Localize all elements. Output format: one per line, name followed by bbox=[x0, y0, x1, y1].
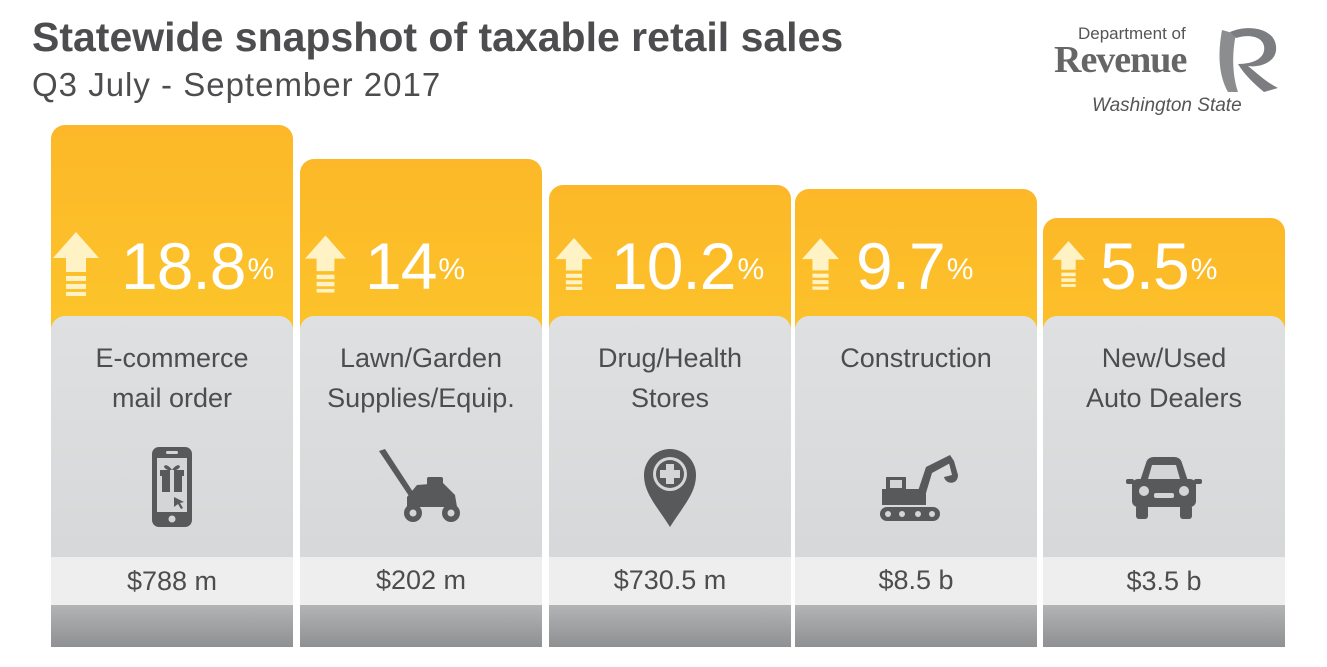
card-footer bbox=[51, 605, 293, 647]
growth-value: 18.8 bbox=[121, 229, 246, 303]
logo-line3: Washington State bbox=[1092, 95, 1242, 116]
category-label-line: Auto Dealers bbox=[1085, 383, 1243, 413]
page-subtitle: Q3 July - September 2017 bbox=[32, 66, 442, 103]
dor-swoosh-icon bbox=[1219, 28, 1278, 92]
category-label-line: Supplies/Equip. bbox=[327, 382, 515, 413]
category-card: $8.5 b Construction 9.7% bbox=[795, 188, 1037, 647]
category-card: $3.5 b New/Used Auto Dealers 5.5% bbox=[1043, 218, 1285, 647]
health-pin-icon bbox=[620, 445, 720, 530]
smartphone-gift-icon bbox=[122, 445, 222, 530]
card-footer bbox=[795, 604, 1037, 647]
up-arrow-icon bbox=[801, 238, 839, 290]
card-footer bbox=[1043, 605, 1285, 647]
card-footer bbox=[549, 604, 791, 647]
category-label-line: Stores bbox=[630, 382, 710, 413]
category-label: E-commerce mail order bbox=[51, 338, 293, 418]
category-label: Lawn/Garden Supplies/Equip. bbox=[300, 338, 542, 418]
up-arrow-icon bbox=[304, 235, 346, 293]
growth-value: 14 bbox=[365, 228, 437, 303]
category-label: Drug/Health Stores bbox=[549, 338, 791, 418]
sales-amount: $3.5 b bbox=[1043, 557, 1285, 605]
page-title: Statewide snapshot of taxable retail sal… bbox=[32, 14, 844, 60]
sales-amount: $730.5 m bbox=[549, 556, 791, 605]
category-label-line: E-commerce bbox=[95, 343, 249, 373]
percent-unit: % bbox=[438, 252, 466, 286]
card-footer bbox=[300, 604, 542, 647]
car-icon bbox=[1114, 445, 1214, 530]
lawn-mower-icon bbox=[371, 445, 471, 530]
category-card: $730.5 m Drug/Health Stores 10.2% bbox=[549, 185, 791, 647]
category-card: $788 m E-commerce mail order 18.8% bbox=[51, 125, 293, 647]
category-label-line: Lawn/Garden bbox=[339, 342, 503, 373]
percent-unit: % bbox=[946, 252, 974, 286]
excavator-icon bbox=[866, 445, 966, 530]
up-arrow-icon bbox=[53, 232, 99, 296]
sales-amount: $8.5 b bbox=[795, 556, 1037, 605]
dor-logo: Department of Revenue Washington State bbox=[1050, 22, 1290, 122]
category-label: Construction bbox=[795, 338, 1037, 378]
growth-percent: 18.8% bbox=[121, 228, 274, 304]
logo-line1: Department of bbox=[1078, 24, 1186, 43]
up-arrow-icon bbox=[555, 237, 593, 290]
category-label-line: Construction bbox=[840, 342, 992, 373]
growth-value: 10.2 bbox=[611, 228, 736, 303]
growth-percent: 14% bbox=[365, 228, 465, 304]
up-arrow-icon bbox=[1051, 241, 1085, 287]
logo-line2: Revenue bbox=[1054, 39, 1187, 81]
category-label: New/Used Auto Dealers bbox=[1043, 338, 1285, 418]
sales-amount: $202 m bbox=[300, 556, 542, 605]
percent-unit: % bbox=[1190, 253, 1218, 286]
growth-value: 9.7 bbox=[856, 228, 946, 303]
category-label-line: Drug/Health bbox=[597, 342, 743, 373]
growth-percent: 9.7% bbox=[856, 228, 973, 304]
sales-amount: $788 m bbox=[51, 557, 293, 605]
percent-unit: % bbox=[247, 253, 275, 286]
growth-value: 5.5 bbox=[1100, 229, 1190, 303]
percent-unit: % bbox=[737, 252, 765, 286]
growth-percent: 10.2% bbox=[611, 228, 764, 304]
category-label-line: New/Used bbox=[1101, 343, 1227, 373]
category-card: $202 m Lawn/Garden Supplies/Equip. 14% bbox=[300, 158, 542, 647]
category-label-line: mail order bbox=[111, 383, 233, 413]
growth-percent: 5.5% bbox=[1100, 228, 1217, 304]
